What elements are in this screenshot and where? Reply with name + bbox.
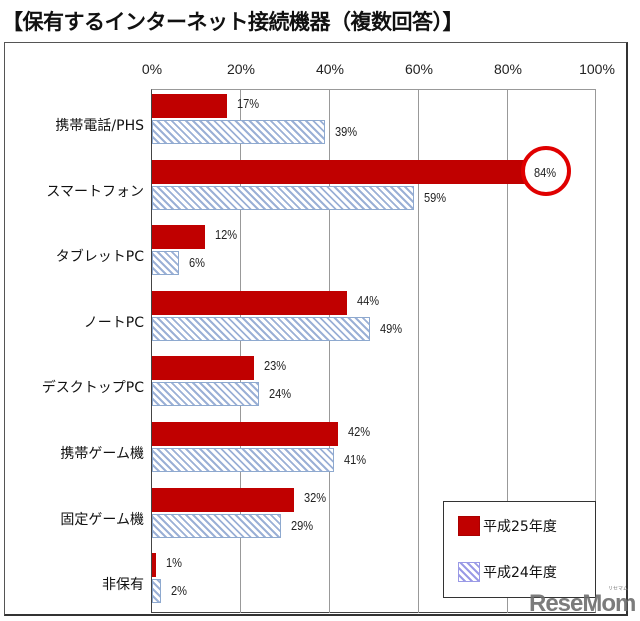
bar-h24	[152, 513, 281, 538]
category-label: 非保有	[102, 577, 144, 594]
bar-h25	[152, 553, 157, 578]
gridline	[329, 89, 330, 613]
legend-swatch-hatched-blue-icon	[458, 562, 480, 582]
value-label-h25: 12%	[215, 227, 238, 243]
legend: 平成25年度 平成24年度	[443, 501, 596, 598]
value-label-h24: 49%	[379, 320, 402, 336]
category-label: スマートフォン	[46, 183, 144, 200]
bar-h24	[152, 251, 179, 276]
x-axis-tick-label: 100%	[579, 61, 615, 77]
x-axis-tick-label: 0%	[141, 61, 163, 77]
bar-h25	[152, 356, 255, 381]
bar-h24	[152, 448, 335, 472]
legend-swatch-solid-red-icon	[458, 516, 480, 536]
bar-h25	[152, 94, 228, 118]
plot-area	[151, 89, 596, 613]
highlight-circle-icon	[521, 146, 571, 196]
value-label-h25: 1%	[166, 555, 183, 571]
legend-item-h24: 平成24年度	[458, 562, 557, 582]
bar-h24	[152, 382, 259, 407]
value-label-h24: 59%	[423, 189, 447, 205]
chart-title: 【保有するインターネット接続機器（複数回答）】	[2, 10, 464, 34]
legend-label: 平成24年度	[483, 565, 557, 581]
gridline	[507, 89, 508, 613]
category-label: タブレットPC	[55, 249, 144, 266]
watermark-subtext: リセマム	[608, 586, 629, 592]
value-label-h24: 29%	[290, 517, 313, 533]
bar-h25	[152, 422, 339, 446]
category-label: デスクトップPC	[41, 380, 144, 397]
x-axis-tick-label: 80%	[493, 61, 523, 77]
value-label-h25: 84%	[534, 164, 557, 180]
bar-h25	[152, 225, 206, 250]
category-label: 携帯電話/PHS	[55, 118, 144, 134]
x-axis-tick-label: 40%	[315, 61, 345, 77]
category-label: 携帯ゲーム機	[60, 446, 144, 462]
value-label-h24: 6%	[188, 255, 205, 271]
gridline	[240, 89, 241, 613]
value-label-h24: 39%	[335, 124, 358, 139]
value-label-h24: 24%	[268, 386, 291, 402]
value-label-h24: 41%	[344, 452, 367, 467]
value-label-h25: 17%	[237, 96, 260, 111]
gridline	[418, 89, 419, 613]
category-label: 固定ゲーム機	[60, 511, 144, 528]
value-label-h24: 2%	[170, 583, 187, 599]
bar-h25	[152, 159, 525, 184]
x-axis-tick-label: 20%	[226, 61, 256, 77]
value-label-h25: 23%	[264, 358, 287, 374]
resemom-watermark-logo: ReseMom	[529, 590, 636, 617]
legend-label: 平成25年度	[483, 519, 557, 535]
legend-item-h25: 平成25年度	[458, 516, 557, 536]
bar-h25	[152, 290, 348, 315]
bar-h24	[152, 316, 370, 341]
category-label: ノートPC	[83, 314, 144, 331]
value-label-h25: 44%	[357, 292, 380, 308]
chart-frame	[4, 42, 628, 616]
bar-h24	[152, 579, 161, 604]
bar-h25	[152, 487, 295, 512]
value-label-h25: 32%	[304, 489, 327, 505]
x-axis-tick-label: 60%	[404, 61, 434, 77]
bar-h24	[152, 120, 326, 144]
value-label-h25: 42%	[348, 424, 371, 439]
bar-h24	[152, 185, 414, 210]
